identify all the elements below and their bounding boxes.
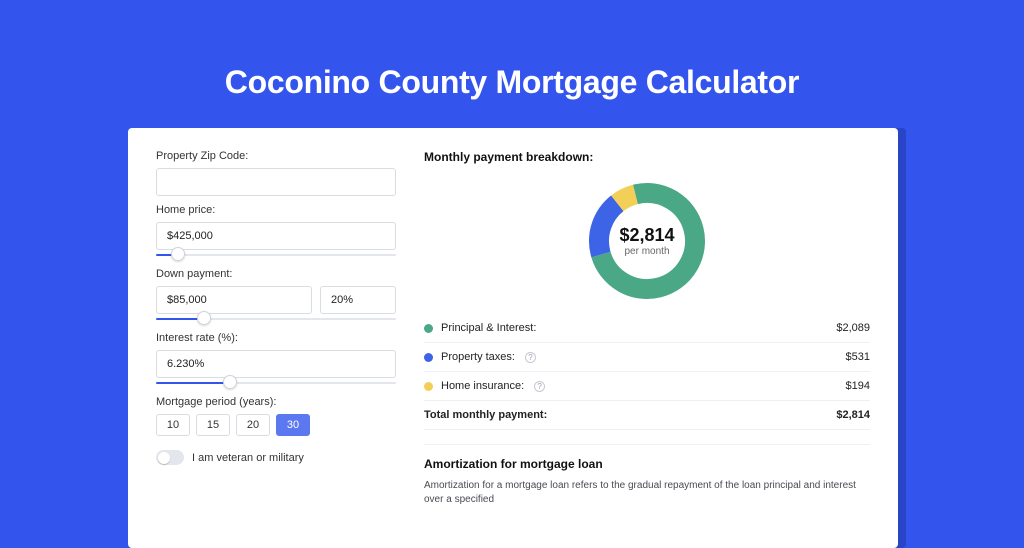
legend-label: Home insurance: bbox=[441, 380, 524, 392]
legend-total-row: Total monthly payment: $2,814 bbox=[424, 400, 870, 430]
home-price-slider[interactable] bbox=[156, 250, 396, 260]
period-label: Mortgage period (years): bbox=[156, 396, 396, 408]
zip-label: Property Zip Code: bbox=[156, 150, 396, 162]
legend-dot-icon bbox=[424, 382, 433, 391]
down-payment-slider[interactable] bbox=[156, 314, 396, 324]
legend-value: $531 bbox=[846, 351, 870, 363]
legend-dot-icon bbox=[424, 353, 433, 362]
legend-total-value: $2,814 bbox=[836, 409, 870, 421]
period-option-10[interactable]: 10 bbox=[156, 414, 190, 436]
period-option-30[interactable]: 30 bbox=[276, 414, 310, 436]
down-payment-label: Down payment: bbox=[156, 268, 396, 280]
breakdown-title: Monthly payment breakdown: bbox=[424, 150, 870, 164]
donut-sublabel: per month bbox=[624, 246, 669, 257]
period-options: 10 15 20 30 bbox=[156, 414, 396, 436]
down-payment-amount-input[interactable] bbox=[156, 286, 312, 314]
legend-value: $2,089 bbox=[836, 322, 870, 334]
down-payment-pct-input[interactable] bbox=[320, 286, 396, 314]
veteran-toggle[interactable] bbox=[156, 450, 184, 465]
info-icon[interactable]: ? bbox=[525, 352, 536, 363]
amortization-text: Amortization for a mortgage loan refers … bbox=[424, 479, 870, 507]
legend-row: Property taxes:? $531 bbox=[424, 343, 870, 372]
interest-slider[interactable] bbox=[156, 378, 396, 388]
zip-input[interactable] bbox=[156, 168, 396, 196]
amortization-title: Amortization for mortgage loan bbox=[424, 457, 870, 471]
legend-total-label: Total monthly payment: bbox=[424, 409, 547, 421]
form-panel: Property Zip Code: Home price: Down paym… bbox=[156, 150, 396, 526]
interest-label: Interest rate (%): bbox=[156, 332, 396, 344]
period-option-15[interactable]: 15 bbox=[196, 414, 230, 436]
donut-amount: $2,814 bbox=[619, 225, 674, 246]
legend-label: Property taxes: bbox=[441, 351, 515, 363]
calculator-card: Property Zip Code: Home price: Down paym… bbox=[128, 128, 898, 548]
legend-row: Principal & Interest: $2,089 bbox=[424, 314, 870, 343]
home-price-label: Home price: bbox=[156, 204, 396, 216]
info-icon[interactable]: ? bbox=[534, 381, 545, 392]
interest-input[interactable] bbox=[156, 350, 396, 378]
legend-row: Home insurance:? $194 bbox=[424, 372, 870, 400]
amortization-section: Amortization for mortgage loan Amortizat… bbox=[424, 444, 870, 507]
home-price-input[interactable] bbox=[156, 222, 396, 250]
legend-value: $194 bbox=[846, 380, 870, 392]
legend-dot-icon bbox=[424, 324, 433, 333]
breakdown-panel: Monthly payment breakdown: $2,814 per mo… bbox=[424, 150, 870, 526]
legend-label: Principal & Interest: bbox=[441, 322, 536, 334]
period-option-20[interactable]: 20 bbox=[236, 414, 270, 436]
payment-donut-chart: $2,814 per month bbox=[582, 176, 712, 306]
veteran-label: I am veteran or military bbox=[192, 452, 304, 464]
page-title: Coconino County Mortgage Calculator bbox=[0, 0, 1024, 101]
